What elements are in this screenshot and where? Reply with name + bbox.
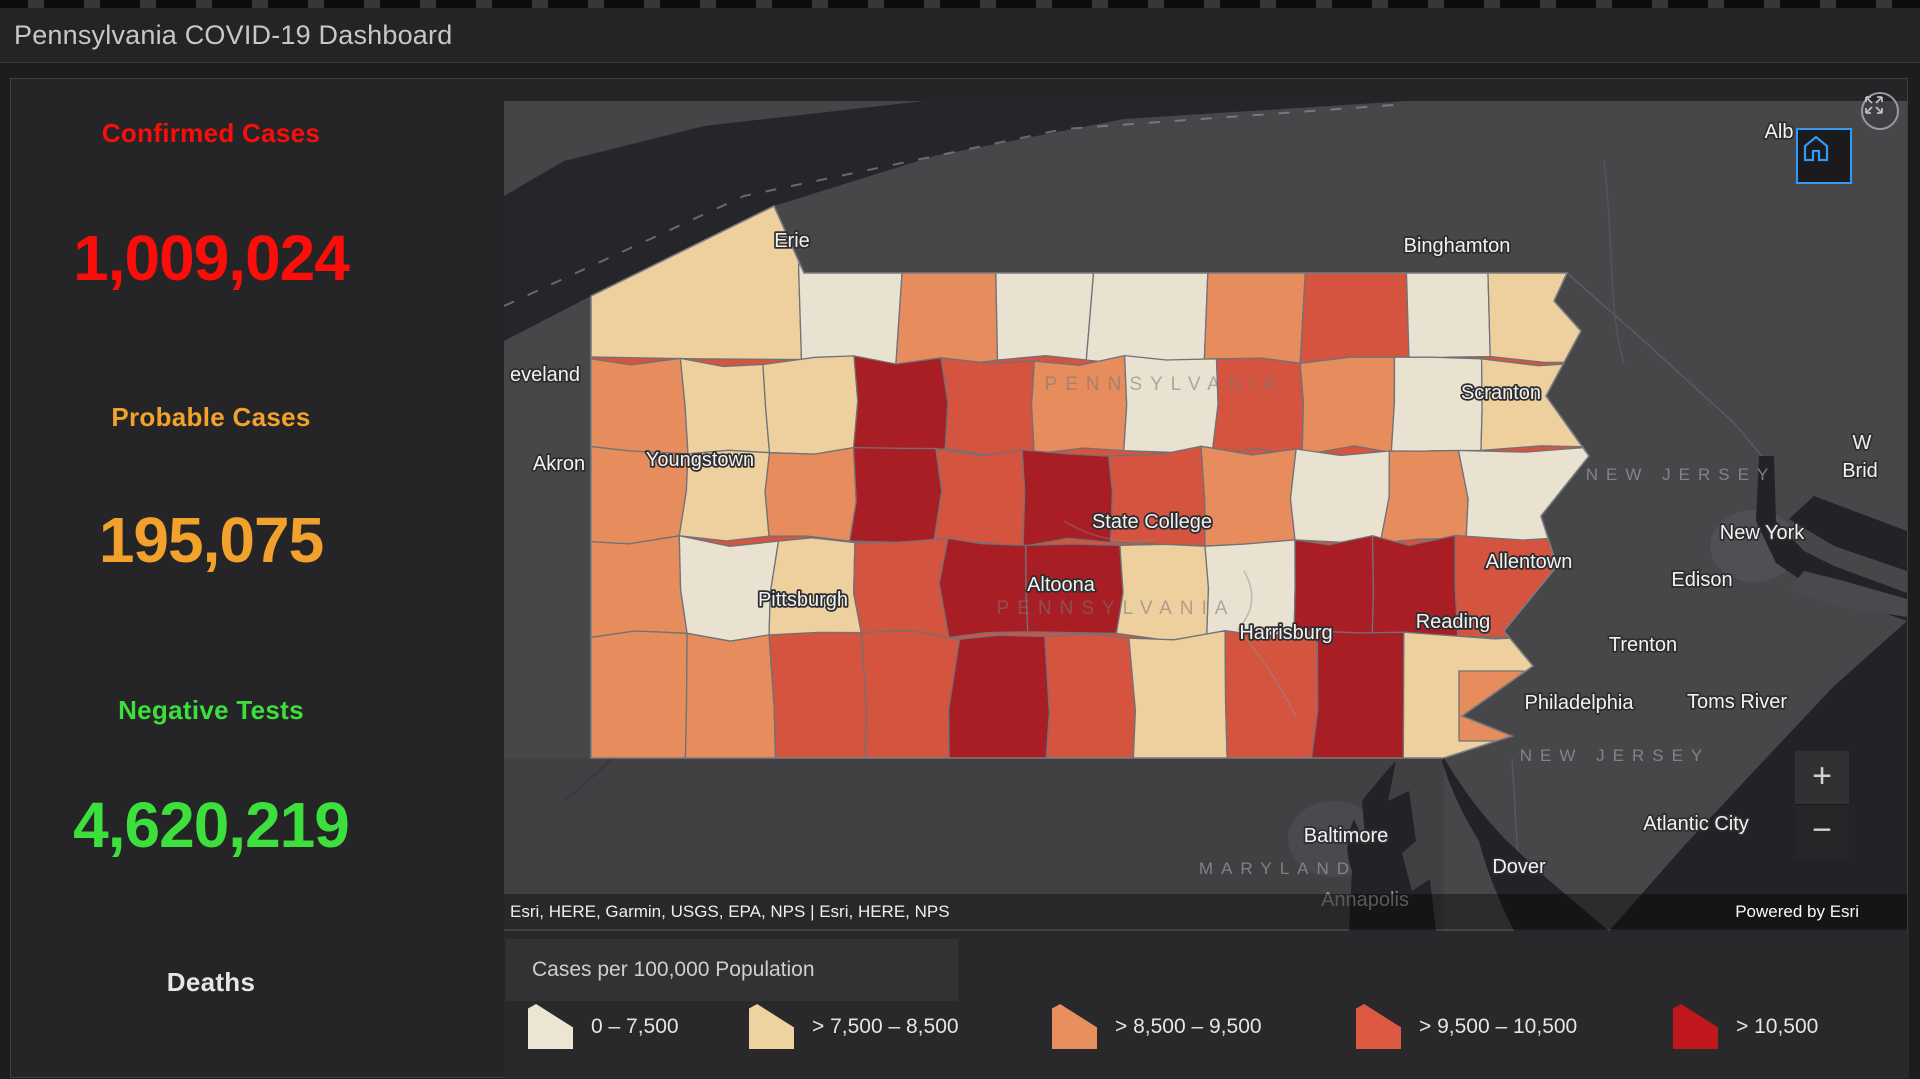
city-label: Pittsburgh xyxy=(758,589,848,611)
powered-by-esri: Powered by Esri xyxy=(1735,901,1859,921)
state-label: PENNSYLVANIA xyxy=(1045,374,1284,395)
legend-item: 0 – 7,500 xyxy=(528,1004,679,1049)
hudson-harbor xyxy=(1756,456,1907,621)
city-label: Youngstown xyxy=(646,449,754,471)
legend-class-label: 0 – 7,500 xyxy=(591,1014,679,1038)
stat-label: Negative Tests xyxy=(118,695,304,725)
city-label: New York xyxy=(1720,522,1805,544)
long-island xyxy=(1789,571,1907,617)
legend-class-label: > 10,500 xyxy=(1736,1014,1819,1038)
city-label: Erie xyxy=(774,230,810,252)
stat-value: 4,620,219 xyxy=(73,789,350,861)
city-label: Reading xyxy=(1416,611,1491,633)
map-canvas[interactable]: PENNSYLVANIA PENNSYLVANIA NEW JERSEY NEW JE… xyxy=(504,92,1907,931)
city-label: Akron xyxy=(533,453,585,475)
zoom-in-button[interactable]: + xyxy=(1795,751,1849,805)
home-icon xyxy=(1803,135,1829,162)
city-label: eveland xyxy=(510,364,580,386)
city-label: Alb xyxy=(1765,121,1794,143)
stat-value: 195,075 xyxy=(98,504,324,576)
legend-class-label: > 7,500 – 8,500 xyxy=(812,1014,959,1038)
long-island-sound xyxy=(1789,496,1907,571)
legend-title: Cases per 100,000 Population xyxy=(532,958,815,981)
lake-erie xyxy=(504,101,1407,341)
city-label: Scranton xyxy=(1461,382,1541,404)
dashboard-panel: Confirmed Cases 1,009,024 Probable Cases 19… xyxy=(10,78,1909,1079)
stats-column: Confirmed Cases 1,009,024 Probable Cases 19… xyxy=(11,79,494,1077)
city-label: Baltimore xyxy=(1304,825,1388,847)
state-label: NEW JERSEY xyxy=(1586,465,1777,484)
city-label: Edison xyxy=(1671,569,1732,591)
city-label: Trenton xyxy=(1609,634,1677,656)
city-label: Harrisburg xyxy=(1239,622,1332,644)
legend-item: > 9,500 – 10,500 xyxy=(1356,1004,1577,1049)
stat-label: Deaths xyxy=(166,967,256,997)
canada-land xyxy=(504,101,924,196)
stat-label: Confirmed Cases xyxy=(101,118,321,148)
legend-class-label: > 9,500 – 10,500 xyxy=(1419,1014,1578,1038)
city-label: Philadelphia xyxy=(1525,692,1635,714)
map-legend: Cases per 100,000 Population 0 – 7,500 > … xyxy=(504,931,1909,1079)
chesapeake-bay xyxy=(1347,761,1436,931)
city-label: Toms River xyxy=(1687,691,1787,713)
legend-swatch xyxy=(528,1004,573,1049)
dashboard-header: Pennsylvania COVID-19 Dashboard xyxy=(0,8,1920,63)
delaware-bay xyxy=(1442,758,1609,931)
legend-class-label: > 8,500 – 9,500 xyxy=(1115,1014,1262,1038)
stat-label: Probable Cases xyxy=(111,402,311,432)
legend-item: > 7,500 – 8,500 xyxy=(749,1004,959,1049)
home-extent-button[interactable] xyxy=(1796,128,1852,184)
legend-swatch xyxy=(1673,1004,1718,1049)
city-label: Annapolis xyxy=(1321,889,1409,911)
city-label: Brid xyxy=(1842,460,1878,482)
legend-swatch xyxy=(749,1004,794,1049)
legend-item: > 8,500 – 9,500 xyxy=(1052,1004,1262,1049)
international-border xyxy=(504,103,1408,307)
map-attribution-bar: Esri, HERE, Garmin, USGS, EPA, NPS | Esr… xyxy=(504,894,1907,929)
legend-swatch xyxy=(1052,1004,1097,1049)
legend-swatch xyxy=(1356,1004,1401,1049)
city-label: W xyxy=(1853,432,1872,454)
legend-title-box: Cases per 100,000 Population xyxy=(506,939,958,1001)
legend-item: > 10,500 xyxy=(1673,1004,1818,1049)
city-label: Dover xyxy=(1492,856,1546,878)
stat-value: 1,009,024 xyxy=(73,222,350,294)
city-label: Allentown xyxy=(1486,551,1573,573)
state-label: MARYLAND xyxy=(1199,859,1357,878)
state-label: PENNSYLVANIA xyxy=(997,598,1236,619)
city-label: Binghamton xyxy=(1404,235,1511,257)
window-top-strip xyxy=(0,0,1920,8)
zoom-control: + − xyxy=(1795,751,1849,859)
map-attribution: Esri, HERE, Garmin, USGS, EPA, NPS | Esr… xyxy=(510,901,950,921)
city-label: State College xyxy=(1092,511,1212,533)
page-title: Pennsylvania COVID-19 Dashboard xyxy=(14,19,453,50)
zoom-out-button[interactable]: − xyxy=(1795,805,1849,859)
basemap-svg: PENNSYLVANIA PENNSYLVANIA NEW JERSEY NEW JE… xyxy=(504,101,1907,931)
city-label: Altoona xyxy=(1027,574,1096,596)
state-label: NEW JERSEY xyxy=(1520,746,1711,765)
expand-arrows-icon[interactable] xyxy=(1861,92,1899,130)
city-label: Atlantic City xyxy=(1643,813,1749,835)
